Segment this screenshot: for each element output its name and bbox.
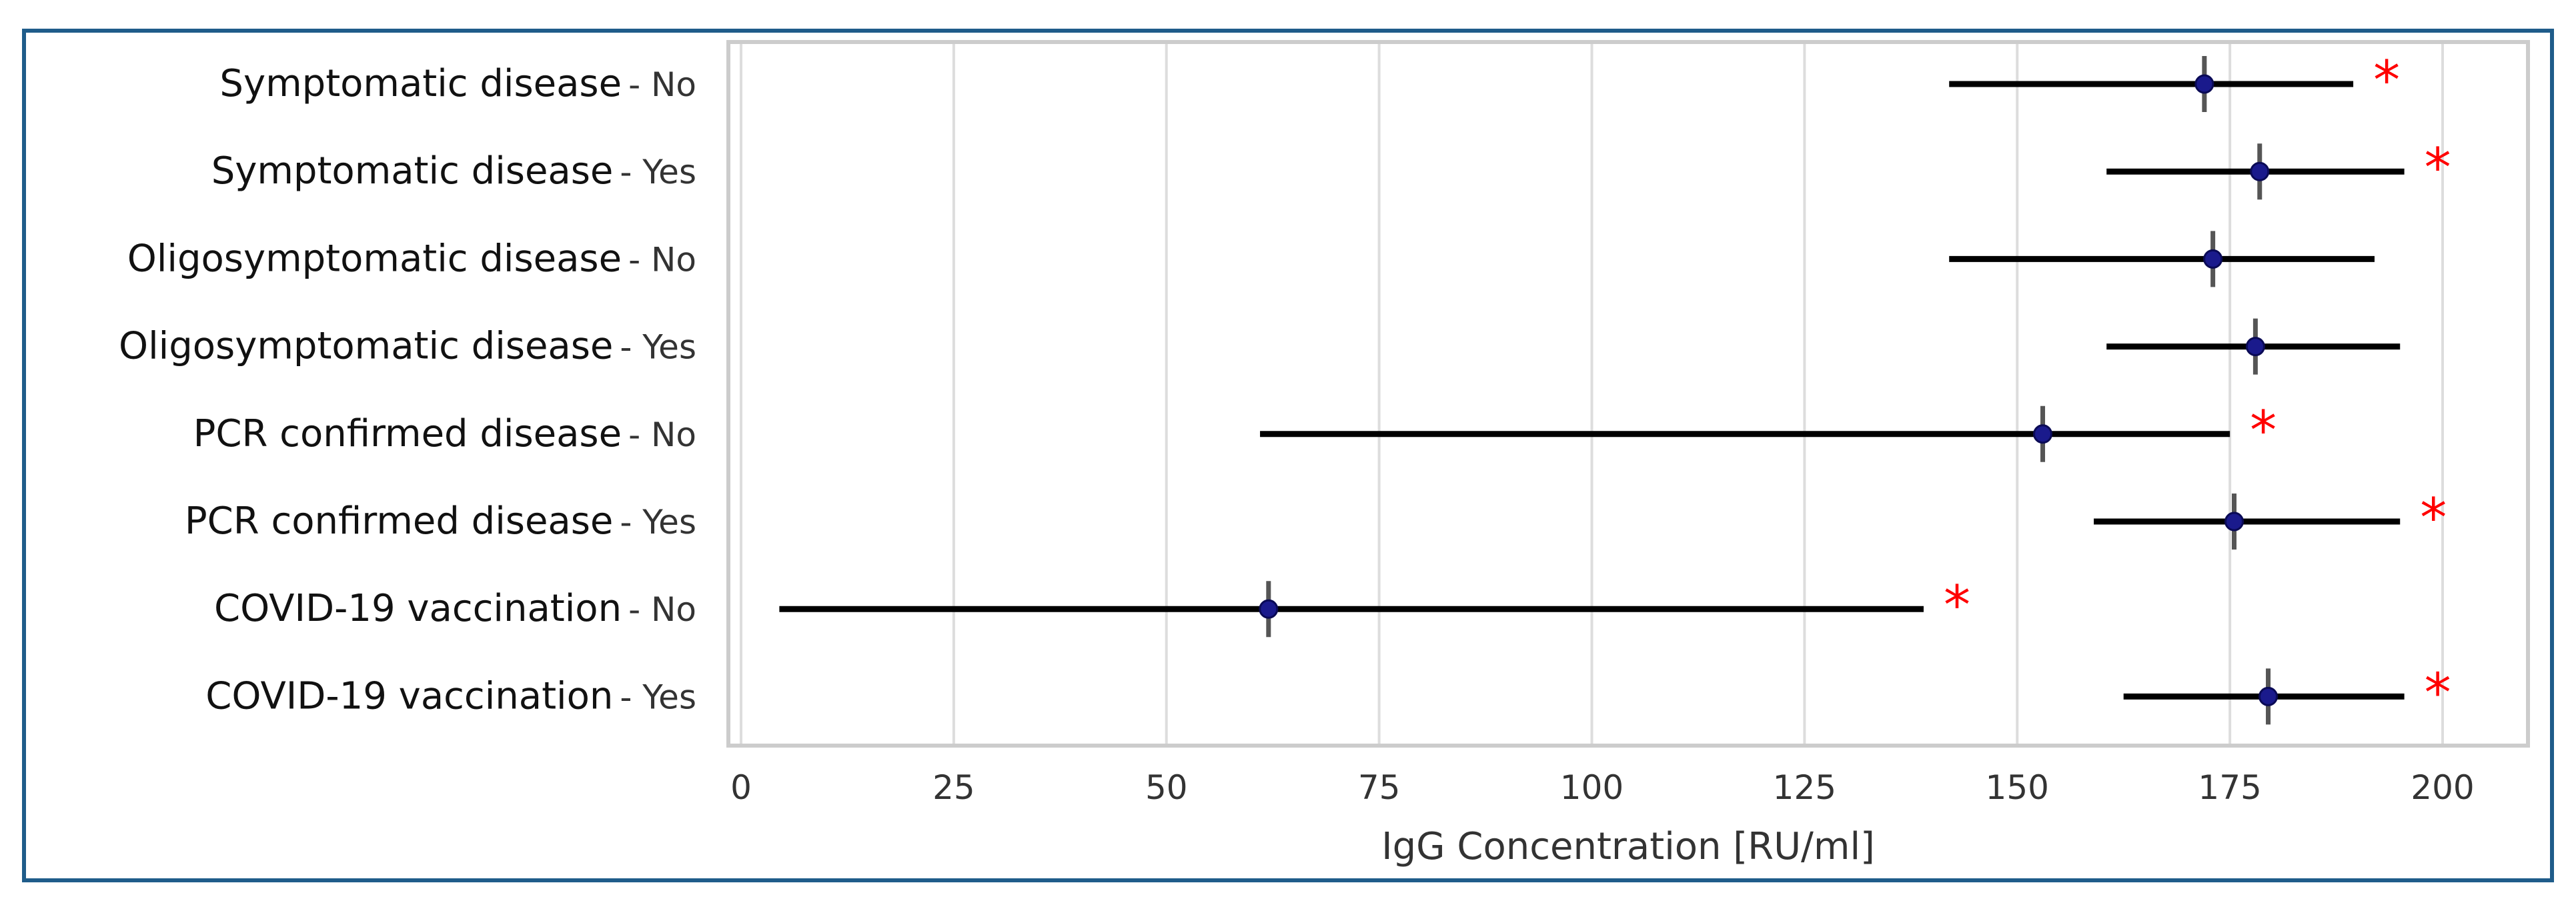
x-tick-label: 50 xyxy=(1145,768,1188,807)
estimate-point xyxy=(2194,74,2214,94)
x-tick-label: 200 xyxy=(2411,768,2474,807)
significance-marker: * xyxy=(2420,487,2447,549)
row-group-label: PCR confirmed disease xyxy=(185,500,613,543)
estimate-point xyxy=(2203,249,2223,269)
row-level-label: - Yes xyxy=(620,328,696,367)
row-group-label: Symptomatic disease xyxy=(219,62,622,105)
estimate-point xyxy=(2245,337,2265,357)
estimate-point xyxy=(1259,599,1279,619)
row-label: PCR confirmed disease - No xyxy=(193,412,696,456)
row-label: COVID-19 vaccination - Yes xyxy=(205,674,696,718)
row-group-label: Oligosymptomatic disease xyxy=(119,325,613,368)
estimate-point xyxy=(2033,424,2053,444)
row-label: COVID-19 vaccination - No xyxy=(214,587,696,630)
estimate-point xyxy=(2250,161,2270,181)
x-axis-label: IgG Concentration [RU/ml] xyxy=(1381,825,1875,868)
x-tick-label: 125 xyxy=(1773,768,1836,807)
chart-frame: 0 25 50 75 100 125 150 175 200 Symptomatic disea… xyxy=(22,29,2554,882)
x-tick-label: 75 xyxy=(1358,768,1401,807)
row-level-label: - No xyxy=(628,415,696,454)
row-label: PCR confirmed disease - Yes xyxy=(185,500,696,543)
row-level-label: - Yes xyxy=(620,153,696,191)
significance-marker: * xyxy=(2250,399,2277,462)
significance-marker: * xyxy=(2425,137,2451,199)
estimate-point xyxy=(2259,686,2279,706)
x-tick-label: 100 xyxy=(1560,768,1624,807)
estimate-point xyxy=(2224,512,2244,532)
significance-marker: * xyxy=(2373,49,2400,111)
row-label: Symptomatic disease - Yes xyxy=(211,149,696,193)
significance-marker: * xyxy=(1944,574,1970,636)
row-group-label: PCR confirmed disease xyxy=(193,412,622,456)
row-level-label: - Yes xyxy=(620,503,696,542)
x-tick-label: 25 xyxy=(932,768,975,807)
row-level-label: - No xyxy=(628,240,696,279)
row-level-label: - Yes xyxy=(620,678,696,716)
row-group-label: COVID-19 vaccination xyxy=(214,587,622,630)
row-level-label: - No xyxy=(628,590,696,629)
x-tick-label: 175 xyxy=(2198,768,2261,807)
x-tick-label: 150 xyxy=(1986,768,2049,807)
row-label: Oligosymptomatic disease - Yes xyxy=(119,325,696,368)
x-tick-label: 0 xyxy=(730,768,752,807)
forest-plot: 0 25 50 75 100 125 150 175 200 Symptomatic disea… xyxy=(119,40,2530,868)
plot-area xyxy=(726,40,2530,748)
row-level-label: - No xyxy=(628,65,696,104)
row-group-label: COVID-19 vaccination xyxy=(205,674,613,718)
row-label: Symptomatic disease - No xyxy=(219,62,696,105)
row-group-label: Oligosymptomatic disease xyxy=(127,237,622,280)
row-label: Oligosymptomatic disease - No xyxy=(127,237,696,280)
significance-marker: * xyxy=(2425,662,2451,724)
row-group-label: Symptomatic disease xyxy=(211,149,614,193)
